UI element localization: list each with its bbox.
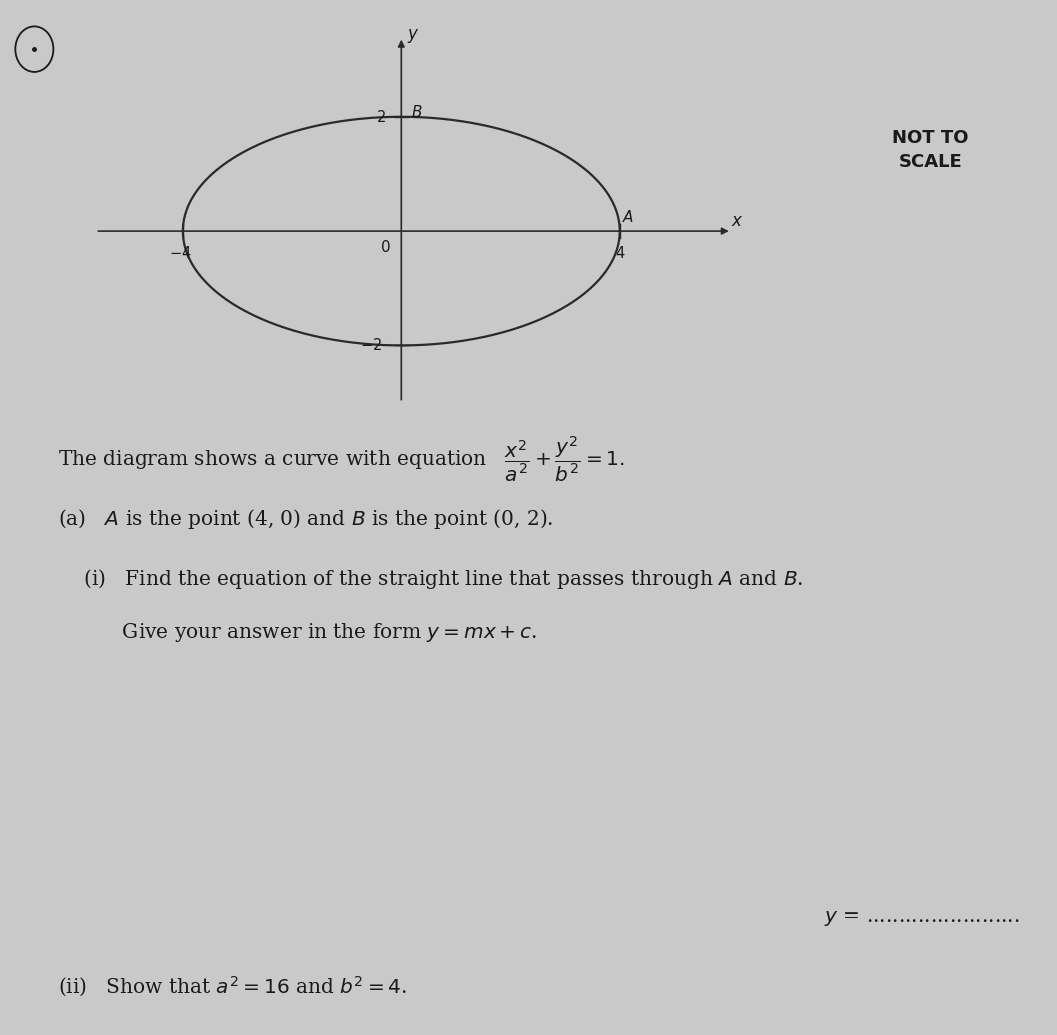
Text: $y$ = ........................: $y$ = ........................	[824, 909, 1020, 927]
Text: $-2$: $-2$	[360, 337, 383, 353]
Text: NOT TO
SCALE: NOT TO SCALE	[892, 129, 968, 171]
Text: The diagram shows a curve with equation   $\dfrac{x^2}{a^2} + \dfrac{y^2}{b^2} =: The diagram shows a curve with equation …	[58, 435, 625, 484]
Text: $y$: $y$	[407, 27, 420, 45]
Text: $B$: $B$	[411, 105, 423, 120]
Text: (ii)   Show that $a^2 = 16$ and $b^2 = 4$.: (ii) Show that $a^2 = 16$ and $b^2 = 4$.	[58, 975, 407, 1000]
Text: (i)   Find the equation of the straight line that passes through $\it{A}$ and $\: (i) Find the equation of the straight li…	[58, 567, 803, 591]
Text: $2$: $2$	[375, 109, 386, 125]
Text: $0$: $0$	[379, 239, 390, 255]
Text: $x$: $x$	[731, 212, 743, 230]
Text: $A$: $A$	[623, 209, 634, 225]
Text: $-4$: $-4$	[169, 245, 191, 261]
Text: (a)   $\it{A}$ is the point (4, 0) and $\it{B}$ is the point (0, 2).: (a) $\it{A}$ is the point (4, 0) and $\i…	[58, 507, 554, 531]
Text: $4$: $4$	[614, 245, 625, 261]
Text: Give your answer in the form $y = mx + c$.: Give your answer in the form $y = mx + c…	[58, 621, 537, 644]
